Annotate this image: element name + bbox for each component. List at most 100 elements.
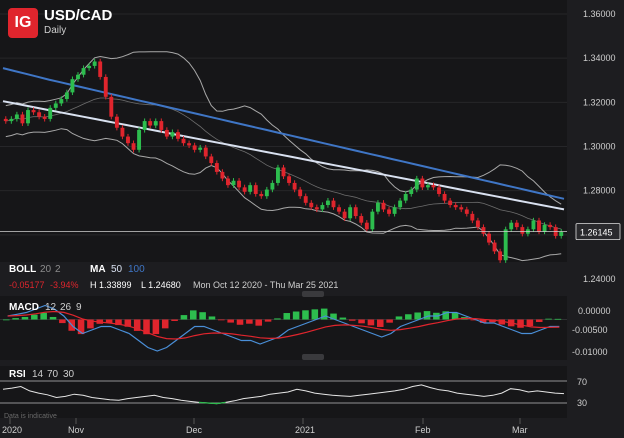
boll-deviation: 2 [55, 264, 61, 275]
candle-body [98, 61, 103, 77]
macd-tick-2: -0.01000 [572, 347, 608, 357]
macd-histogram-bar [470, 319, 478, 321]
candle-body [20, 114, 25, 124]
candle-body [509, 222, 514, 230]
candle-body [92, 61, 97, 66]
candle-body [120, 127, 125, 137]
candle-body [220, 171, 225, 179]
candle-body [42, 116, 47, 119]
candle-body [475, 220, 480, 228]
candle-body [131, 143, 136, 150]
macd-tick-1: -0.00500 [572, 325, 608, 335]
price-panel-bg [0, 0, 567, 262]
date-range: Mon Oct 12 2020 - Thu Mar 25 2021 [193, 280, 338, 290]
candle-body [242, 187, 247, 192]
macd-histogram-bar [386, 319, 393, 323]
macd-resize-handle[interactable] [302, 354, 324, 360]
candle-body [181, 138, 186, 144]
macd-histogram-bar [255, 319, 262, 326]
macd-histogram-bar [405, 314, 412, 320]
candle-body [498, 251, 503, 261]
candle-body [464, 209, 469, 214]
candle-body [448, 200, 453, 206]
macd-histogram-bar [105, 319, 113, 323]
candle-body [537, 220, 541, 232]
candle-body [226, 178, 230, 186]
macd-histogram-bar [49, 316, 57, 320]
candle-body [381, 202, 386, 210]
candle-body [153, 121, 158, 126]
rsi-label[interactable]: RSI [9, 369, 26, 380]
macd-histogram-bar [77, 319, 85, 335]
macd-histogram-bar [152, 319, 160, 335]
candle-body [520, 227, 525, 234]
macd-histogram-bar [311, 309, 319, 320]
boll-label[interactable]: BOLL [9, 264, 36, 275]
macd-histogram-bar [246, 319, 253, 324]
price-tick-label: 1.24000 [583, 274, 616, 284]
macd-histogram-bar [143, 319, 150, 335]
macd-histogram-bar [161, 319, 169, 329]
candle-body [342, 211, 347, 219]
macd-histogram-bar [21, 316, 29, 320]
candle-body [409, 189, 414, 194]
candle-body [481, 227, 486, 234]
candle-body [459, 207, 464, 210]
candle-body [142, 121, 147, 130]
current-price-label: 1.26145 [580, 228, 613, 238]
candle-body [431, 185, 436, 188]
candle-body [325, 200, 330, 206]
rsi-oversold-segment [198, 401, 226, 405]
x-axis-label: Feb [415, 425, 431, 435]
candle-body [403, 193, 408, 201]
macd-histogram-bar [236, 319, 244, 325]
ma-label[interactable]: MA [90, 264, 106, 275]
candle-body [276, 167, 280, 183]
candle-body [348, 207, 353, 219]
macd-histogram-bar [264, 319, 272, 322]
price-tick-label: 1.28000 [583, 186, 616, 196]
macd-histogram-bar [489, 319, 496, 323]
high-value: H 1.33899 [90, 280, 132, 290]
ma100-line [2, 67, 565, 200]
candle-body [453, 205, 458, 208]
rsi-lower: 30 [63, 369, 75, 380]
macd-histogram-bar [115, 319, 122, 326]
macd-histogram-bar [227, 319, 234, 323]
rsi-upper: 70 [47, 369, 59, 380]
macd-histogram-bar [31, 314, 38, 320]
candle-body [64, 92, 69, 100]
price-resize-handle[interactable] [302, 291, 324, 297]
candle-body [548, 224, 553, 228]
macd-histogram-bar [442, 311, 449, 320]
candle-body [259, 193, 264, 197]
candle-body [126, 136, 130, 144]
macd-histogram-bar [498, 319, 506, 325]
candle-body [270, 182, 275, 190]
candle-body [292, 182, 297, 190]
candle-body [114, 116, 119, 128]
ma-fast-period: 50 [111, 264, 123, 275]
candle-body [370, 211, 375, 230]
bollinger-lower-band [5, 128, 562, 262]
macd-histogram-bar [423, 311, 431, 320]
x-axis-label: Mar [512, 425, 528, 435]
candle-body [353, 207, 358, 217]
candle-body [309, 202, 314, 208]
disclaimer: Data is indicative [4, 413, 57, 420]
change-value: -0.05177 [9, 280, 45, 290]
macd-signal-line [7, 310, 560, 340]
candle-body [425, 185, 430, 188]
candle-body [559, 231, 564, 236]
macd-label[interactable]: MACD [9, 302, 39, 313]
macd-histogram-bar [339, 317, 347, 320]
macd-histogram-bar [190, 310, 197, 320]
candle-body [492, 242, 497, 252]
candle-body [231, 180, 236, 186]
macd-histogram-bar [171, 319, 178, 321]
rsi-line [2, 384, 565, 405]
macd-panel-bg [0, 296, 567, 360]
macd-histogram-bar [451, 312, 459, 320]
macd-histogram-bar [302, 310, 309, 320]
candle-body [420, 178, 425, 188]
